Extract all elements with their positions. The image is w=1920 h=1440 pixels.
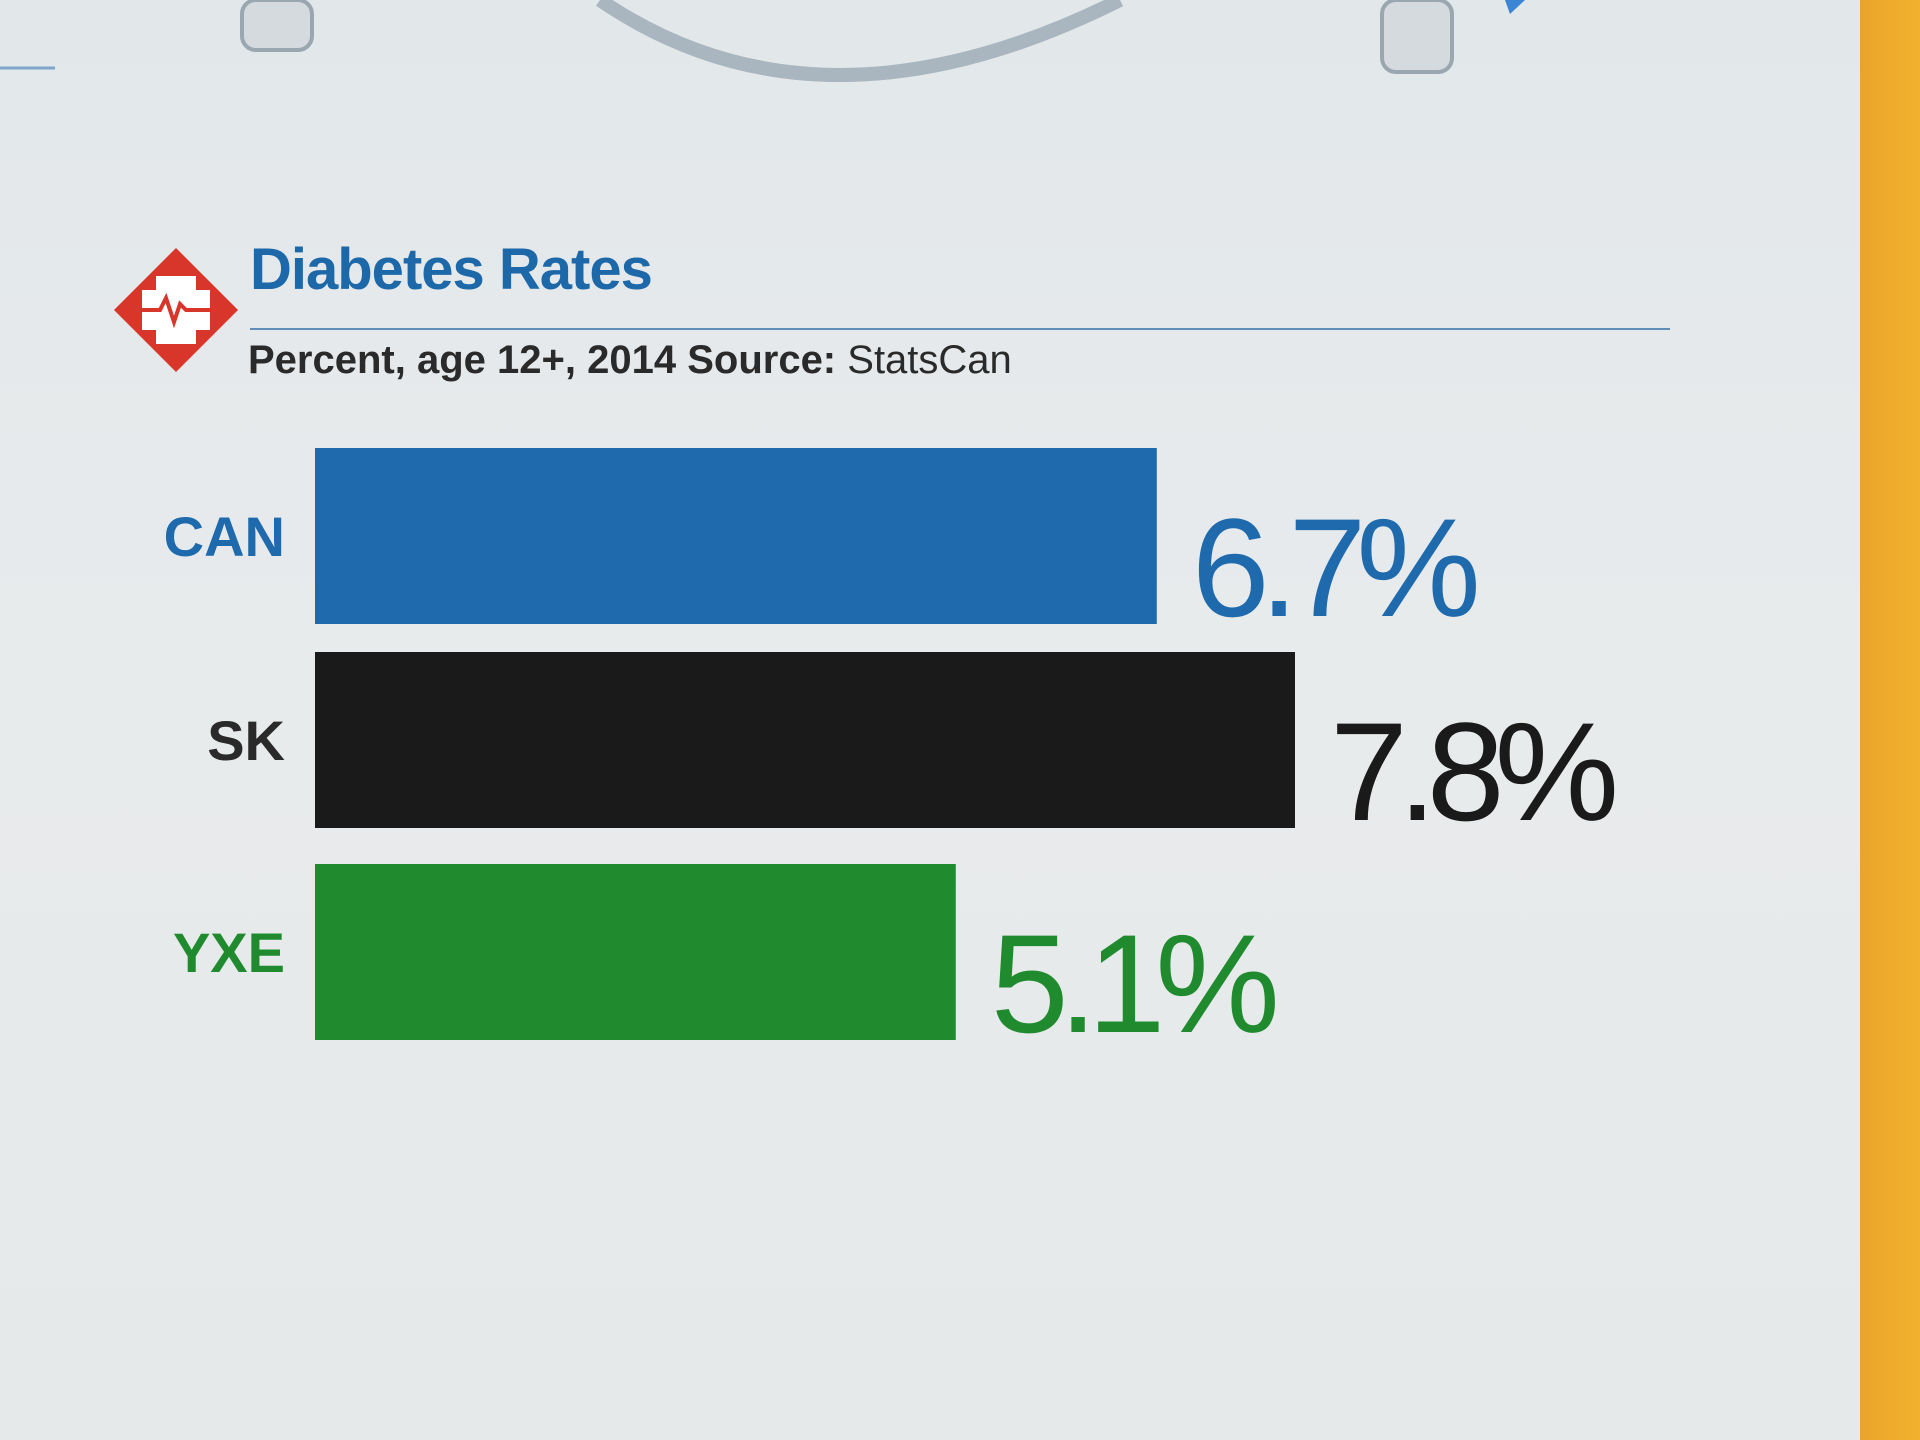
bar-yxe (315, 864, 956, 1040)
bar-can (315, 448, 1157, 624)
chart-title: Diabetes Rates (250, 237, 653, 302)
subtitle-prefix: Percent, age 12+, 2014 (248, 338, 677, 382)
bar-sk (315, 652, 1295, 828)
bar-chart: CAN 6.7% SK 7.8% YXE 5.1% (164, 448, 1625, 1062)
value-label-sk: 7.8% (1330, 693, 1615, 850)
value-label-can: 6.7% (1192, 489, 1477, 646)
category-label-can: CAN (164, 505, 285, 568)
top-illustration-fragment (0, 0, 1525, 82)
title-rule (250, 328, 1670, 330)
category-label-yxe: YXE (173, 921, 285, 984)
value-label-yxe: 5.1% (991, 905, 1276, 1062)
category-label-sk: SK (207, 709, 285, 772)
medical-cross-heartbeat-icon (114, 248, 238, 372)
chart-subtitle: Percent, age 12+, 2014 Source: StatsCan (248, 338, 1012, 383)
orange-page-edge (1860, 0, 1920, 1440)
source-label: Source: (687, 338, 837, 382)
source-value: StatsCan (847, 338, 1012, 382)
